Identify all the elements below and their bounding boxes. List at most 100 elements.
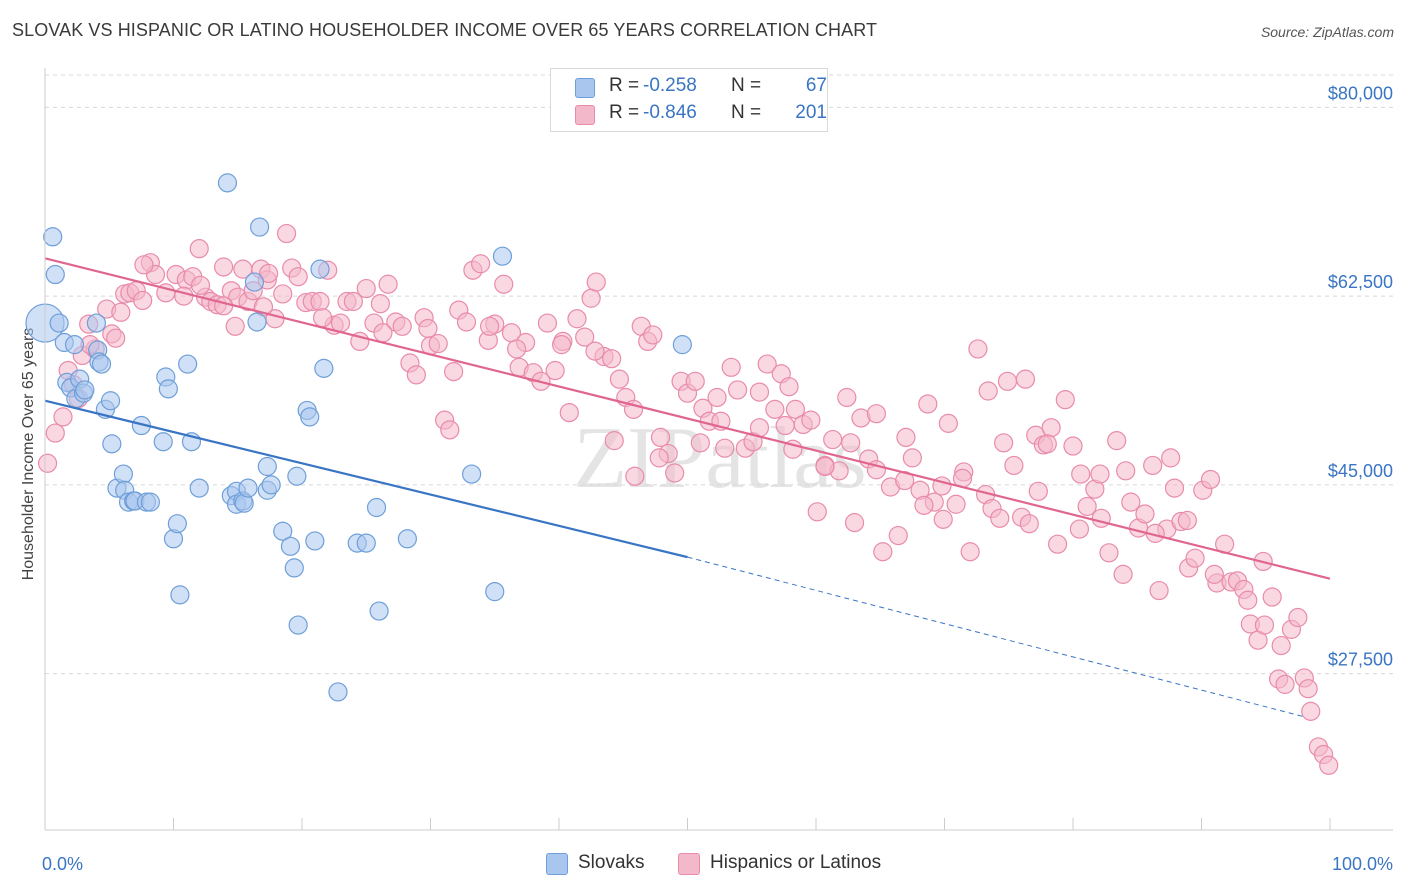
legend: R = -0.258 N = 67 R = -0.846 N = 201 <box>550 68 828 132</box>
hispanic-point <box>866 404 886 424</box>
hispanic-point <box>690 433 710 453</box>
slovak-point <box>100 391 121 411</box>
hispanic-point <box>960 542 980 562</box>
hispanic-point <box>1271 635 1291 656</box>
bottom-legend-label: Slovaks <box>578 852 645 873</box>
hispanic-point <box>1143 455 1163 476</box>
slovak-trend-line <box>44 399 688 559</box>
hispanic-point <box>1047 534 1068 554</box>
hispanic-point <box>373 323 393 343</box>
hispanic-point <box>946 494 966 514</box>
hispanic-point <box>1063 436 1083 456</box>
hispanic-point <box>938 413 958 433</box>
hispanic-point <box>1298 679 1318 699</box>
hispanic-point <box>273 284 293 304</box>
hispanic-point <box>1019 514 1039 534</box>
slovak-point <box>178 354 198 374</box>
slovak-point <box>140 492 160 512</box>
hispanic-point <box>1177 510 1197 531</box>
legend-n-value: 67 <box>805 75 827 96</box>
hispanic-point <box>174 286 194 306</box>
hispanic-point <box>1113 564 1133 584</box>
hispanic-point <box>276 223 297 244</box>
hispanic-point <box>602 349 622 369</box>
hispanic-point <box>837 387 857 408</box>
bottom-legend-label: Hispanics or Latinos <box>710 852 882 873</box>
y-tick-label: $62,500 <box>1328 272 1393 292</box>
hispanic-point <box>625 466 645 486</box>
hispanic-point <box>214 296 234 316</box>
slovak-point <box>170 585 190 605</box>
hispanic-point <box>1116 461 1136 481</box>
slovak-point <box>43 227 63 247</box>
hispanic-point <box>133 290 153 311</box>
legend-r-label: R = <box>609 75 640 96</box>
hispanic-point <box>440 420 460 440</box>
slovak-point <box>328 682 348 702</box>
hispanic-point <box>378 274 398 294</box>
legend-swatch-pink <box>575 105 595 125</box>
bottom-legend-swatch-pink <box>678 853 700 875</box>
slovak-point <box>91 354 112 374</box>
hispanic-point <box>418 318 438 339</box>
slovak-point <box>273 521 293 541</box>
hispanic-point <box>1161 448 1181 468</box>
hispanic-point <box>1071 464 1091 484</box>
hispanic-point <box>559 402 579 423</box>
slovak-point <box>300 407 320 427</box>
slovak-point <box>45 264 65 285</box>
slovak-point <box>113 464 133 484</box>
hispanic-point <box>1091 508 1111 528</box>
slovak-point <box>492 246 513 266</box>
hispanic-point <box>471 254 491 274</box>
hispanic-point <box>749 382 770 402</box>
hispanic-point <box>288 267 308 287</box>
hispanic-point <box>1149 580 1169 601</box>
hispanic-point <box>111 302 131 322</box>
hispanic-point <box>343 291 363 312</box>
slovak-point <box>244 272 265 292</box>
hispanic-point <box>310 291 330 312</box>
series-hispanics-points <box>37 223 1339 775</box>
slovak-point <box>49 313 69 333</box>
y-tick-label: $45,000 <box>1328 461 1393 481</box>
hispanic-point <box>649 448 669 468</box>
y-tick-label: $80,000 <box>1328 83 1393 103</box>
hispanic-point <box>1204 564 1224 584</box>
slovak-point <box>257 456 277 477</box>
hispanic-point <box>715 438 735 458</box>
slovak-point <box>305 531 325 551</box>
legend-n-label: N = <box>731 102 762 123</box>
hispanic-point <box>914 495 934 515</box>
hispanic-point <box>707 387 727 408</box>
hispanic-point <box>1319 755 1339 775</box>
hispanic-point <box>997 371 1018 391</box>
hispanic-point <box>392 316 412 336</box>
hispanic-point <box>480 316 500 336</box>
x-tick-label-max: 100.0% <box>1332 854 1393 874</box>
hispanic-point <box>785 399 806 419</box>
slovak-point <box>247 312 267 332</box>
slovak-trend-line-extension <box>687 556 1305 718</box>
slovak-point <box>189 478 209 498</box>
hispanic-point <box>106 328 126 348</box>
axes: $27,500 $45,000 $62,500 $80,000 0.0% 100.0% <box>42 68 1393 874</box>
hispanic-point <box>807 502 827 522</box>
trend-lines <box>44 257 1331 718</box>
hispanic-point <box>888 525 908 546</box>
slovak-point <box>64 335 85 355</box>
hispanic-point <box>581 288 601 308</box>
hispanic-point <box>225 316 245 336</box>
hispanic-point <box>1275 674 1295 694</box>
slovak-point <box>366 497 387 518</box>
hispanic-point <box>643 325 663 345</box>
hispanic-point <box>545 360 565 381</box>
slovak-point <box>462 464 482 484</box>
slovak-point <box>153 432 173 452</box>
slovak-point <box>167 514 187 534</box>
slovak-point <box>158 379 178 399</box>
hispanic-point <box>53 407 73 427</box>
y-tick-label: $27,500 <box>1328 650 1393 670</box>
slovak-point <box>217 173 238 193</box>
